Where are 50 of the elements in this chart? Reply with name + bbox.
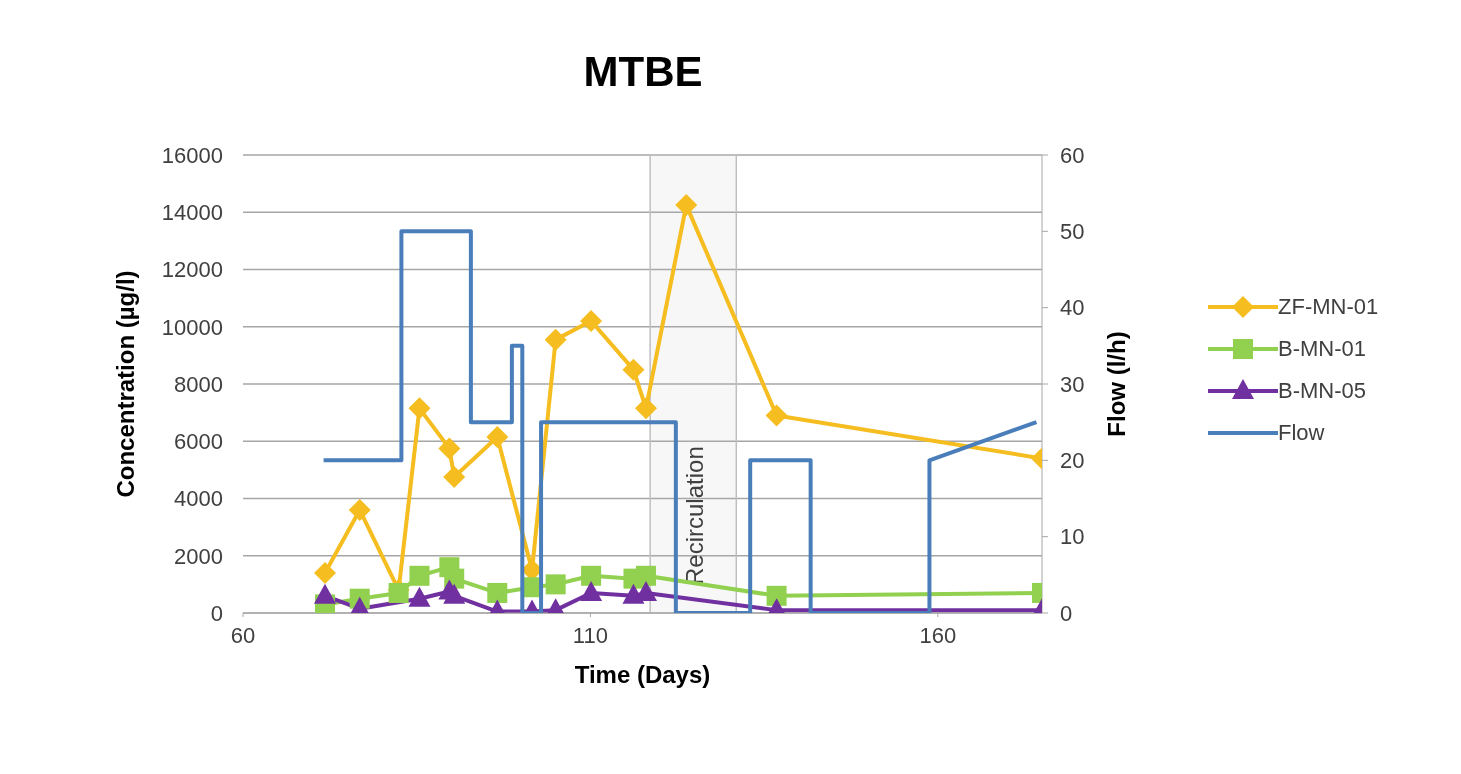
point [580,310,603,333]
y-tick-label: 16000 [161,142,223,168]
y2-tick-label: 30 [1060,371,1085,397]
point [766,585,787,606]
y-tick-label: 2000 [174,543,223,569]
y-tick-label: 4000 [174,486,223,512]
point [634,397,657,420]
point [313,583,336,604]
point [487,582,508,603]
legend-label: B-MN-05 [1278,378,1367,404]
y2-tick-label: 60 [1060,142,1085,168]
y-tick-label: 6000 [174,429,223,455]
legend-label: Flow [1278,420,1325,446]
y-tick-label: 12000 [161,257,223,283]
point [675,194,698,217]
chart-title: MTBE [582,48,704,96]
point [409,565,430,586]
y2-tick-label: 0 [1060,600,1073,626]
y-tick-label: 0 [210,600,223,626]
point [313,561,336,584]
point [622,358,645,381]
point [544,328,567,351]
point [581,565,602,586]
y2-axis-title: Flow (l/h) [1102,331,1130,437]
point [545,574,566,595]
y2-tick-label: 50 [1060,219,1085,245]
point [765,404,788,427]
x-axis-title: Time (Days) [574,661,711,688]
legend-label: B-MN-01 [1278,336,1367,362]
y2-tick-label: 10 [1060,524,1085,550]
point [348,498,371,521]
y-axis-title: Concentration (µg/l) [111,270,139,498]
x-tick-label: 160 [919,622,957,648]
y-tick-label: 14000 [161,200,223,226]
y-tick-label: 10000 [161,314,223,340]
y2-tick-label: 40 [1060,295,1085,321]
point [443,466,466,489]
point [443,583,466,604]
point [408,586,431,607]
point [408,397,431,420]
point [635,565,656,586]
point [438,437,461,460]
y-tick-label: 8000 [174,371,223,397]
x-tick-label: 110 [572,622,608,648]
point [486,425,509,448]
x-tick-label: 60 [230,622,256,648]
legend-label: ZF-MN-01 [1278,294,1379,320]
point [580,580,603,601]
band-label: Recirculation [680,446,708,585]
y2-tick-label: 20 [1060,448,1085,474]
